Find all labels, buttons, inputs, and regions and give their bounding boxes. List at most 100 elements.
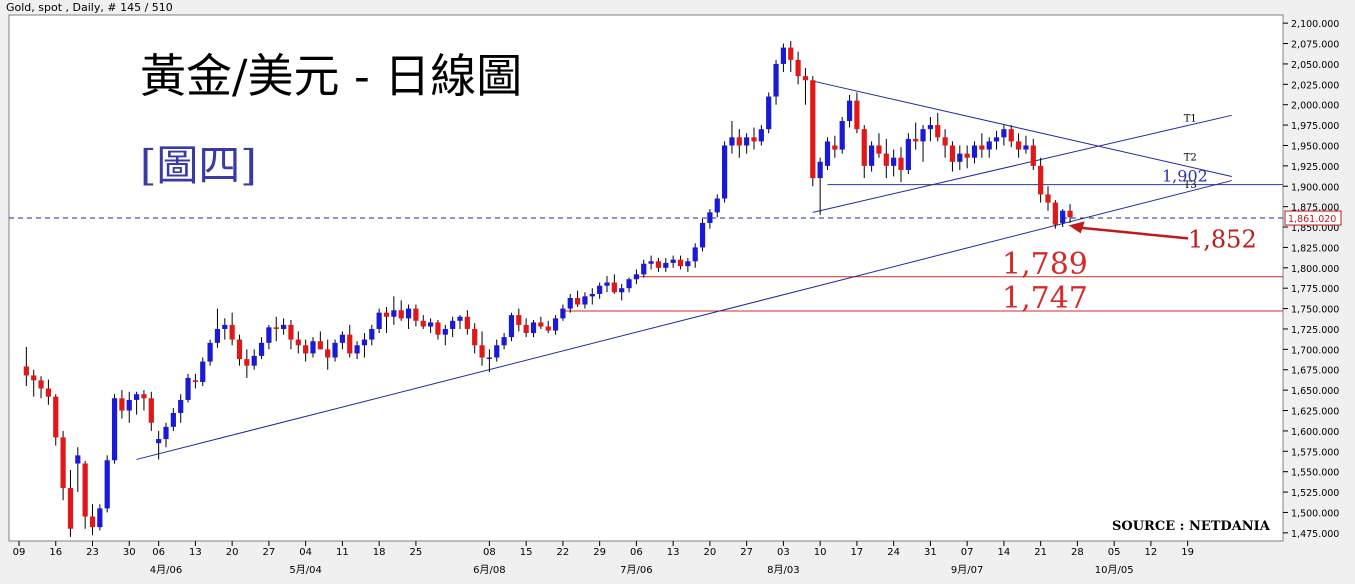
x-month-label: 7月/06 <box>620 564 652 576</box>
candle-body <box>361 339 368 346</box>
x-tick-label: 08 <box>483 547 496 558</box>
candle-body <box>464 316 470 329</box>
candle-body <box>1001 129 1007 138</box>
x-tick-label: 23 <box>86 547 99 558</box>
candle-body <box>538 322 544 327</box>
candle-body <box>325 349 331 358</box>
candle-body <box>964 153 970 158</box>
candle-body <box>927 125 933 130</box>
candle-body <box>1038 165 1044 195</box>
candle-body <box>383 312 390 317</box>
candle-body <box>913 138 919 142</box>
candle-body <box>23 366 29 376</box>
candle-body <box>391 310 397 317</box>
candle-body <box>178 399 184 413</box>
candle-body <box>317 341 323 350</box>
y-tick-label: 1,725.000 <box>1291 325 1339 336</box>
candle-body <box>949 145 956 162</box>
candle-body <box>655 261 662 268</box>
x-tick-label: 31 <box>924 547 937 558</box>
candle-body <box>354 345 360 354</box>
y-tick-label: 2,050.000 <box>1291 60 1339 71</box>
candle-body <box>185 377 191 400</box>
candle-body <box>339 334 345 343</box>
x-tick-label: 20 <box>704 547 717 558</box>
candle-body <box>119 398 125 411</box>
candle-body <box>891 157 897 166</box>
candle-body <box>494 345 500 358</box>
candle-body <box>663 262 669 268</box>
trendline-t2 <box>812 80 1232 177</box>
candle-body <box>1067 210 1073 218</box>
annotation-arrowhead <box>1068 221 1085 234</box>
candle-body <box>619 288 625 293</box>
x-tick-label: 19 <box>1181 547 1194 558</box>
x-tick-label: 11 <box>336 547 349 558</box>
x-tick-label: 03 <box>777 547 790 558</box>
candle-body <box>479 345 485 358</box>
y-tick-label: 1,475.000 <box>1291 529 1339 540</box>
candle-body <box>251 355 257 366</box>
candle-body <box>200 361 206 382</box>
candle-body <box>839 121 845 150</box>
candle-body <box>920 129 926 142</box>
y-tick-label: 1,600.000 <box>1291 427 1339 438</box>
candle-body <box>60 437 66 488</box>
trendline-t1 <box>812 114 1232 213</box>
x-tick-label: 07 <box>961 547 974 558</box>
candle-body <box>31 375 37 381</box>
x-tick-label: 22 <box>557 547 570 558</box>
y-tick-label: 1,925.000 <box>1291 162 1339 173</box>
candle-body <box>1023 145 1029 150</box>
candle-body <box>38 380 44 389</box>
level-label: 1,789 <box>1002 247 1088 282</box>
y-tick-label: 2,075.000 <box>1291 40 1339 51</box>
candle-body <box>420 320 426 327</box>
candle-body <box>457 316 463 321</box>
candle-body <box>472 328 478 346</box>
candle-body <box>582 296 588 305</box>
candle-body <box>648 261 654 264</box>
x-tick-label: 16 <box>49 547 62 558</box>
candle-body <box>773 63 779 97</box>
trendline-label: T3 <box>1184 180 1197 191</box>
candle-body <box>273 327 279 329</box>
x-month-label: 9月/07 <box>951 564 983 576</box>
candle-body <box>883 153 889 166</box>
x-tick-label: 28 <box>1071 547 1084 558</box>
candle-body <box>222 324 228 329</box>
candle-body <box>89 516 96 528</box>
candle-body <box>788 47 794 60</box>
candle-body <box>560 308 566 319</box>
candle-body <box>398 310 404 319</box>
candle-body <box>141 394 147 399</box>
y-tick-label: 1,650.000 <box>1291 386 1339 397</box>
candle-body <box>905 138 911 170</box>
candle-body <box>347 334 353 354</box>
candle-body <box>310 341 316 354</box>
candle-body <box>935 125 941 138</box>
chart-title: 黃金/美元 - 日線圖 <box>140 49 522 103</box>
candle-body <box>229 324 235 340</box>
candle-body <box>780 47 786 64</box>
candle-body <box>670 259 676 263</box>
candle-body <box>405 308 412 319</box>
candle-body <box>545 326 551 331</box>
y-tick-label: 1,900.000 <box>1291 182 1339 193</box>
candle-body <box>641 263 647 275</box>
candle-body <box>281 324 287 329</box>
candle-body <box>67 487 74 529</box>
x-tick-label: 12 <box>1145 547 1158 558</box>
x-tick-label: 21 <box>1034 547 1047 558</box>
x-tick-label: 10 <box>814 547 827 558</box>
candle-body <box>817 161 823 179</box>
x-tick-label: 05 <box>1108 547 1121 558</box>
candle-body <box>266 327 272 343</box>
candle-body <box>435 322 441 335</box>
candle-body <box>369 328 375 340</box>
candle-body <box>744 137 750 146</box>
y-tick-label: 1,950.000 <box>1291 141 1339 152</box>
candle-body <box>163 426 169 440</box>
